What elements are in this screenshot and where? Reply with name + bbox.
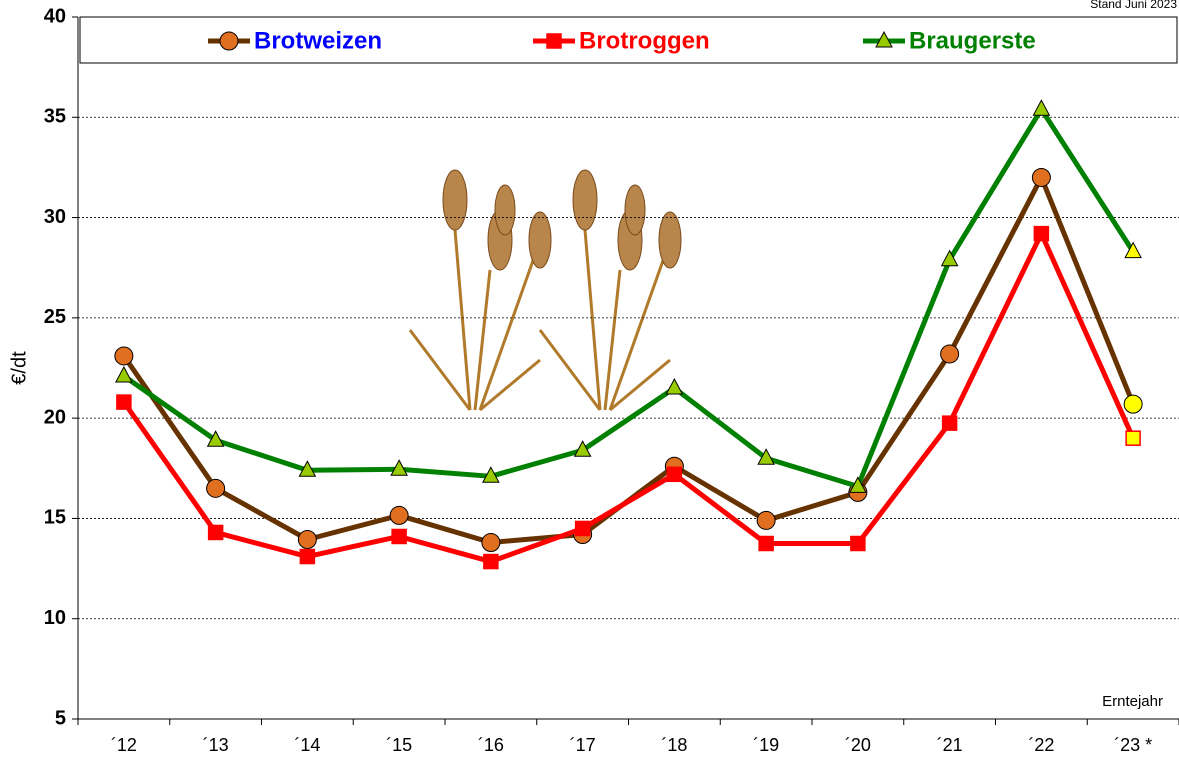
data-point [1032,99,1051,116]
data-point [206,430,225,447]
data-point [482,466,500,483]
data-point [1031,167,1051,187]
x-tick-label: ´22 [1028,735,1054,755]
y-tick-label: 10 [44,607,66,629]
wheat-illustration [408,169,682,412]
y-tick-label: 35 [44,106,66,128]
legend-box [79,16,1178,64]
data-point [1124,241,1142,259]
data-point [297,529,317,549]
legend-label: Brotweizen [254,27,382,54]
y-tick-label: 30 [44,206,66,228]
x-tick-label: ´23 * [1114,735,1152,755]
data-point [940,344,960,364]
legend-marker [219,31,239,51]
y-tick-label: 40 [44,5,66,27]
series-line [122,106,1136,489]
data-point [1123,394,1143,414]
data-point [114,346,134,366]
data-point [758,535,774,552]
y-tick-label: 5 [55,707,66,729]
x-axis-label: Erntejahr [1102,693,1163,710]
data-point [115,365,133,383]
data-point [298,460,317,477]
data-point [850,535,866,552]
x-tick-label: ´15 [386,735,412,755]
data-point [756,510,776,530]
data-point [299,548,316,565]
x-tick-label: ´19 [753,735,779,755]
data-point [666,466,683,483]
data-point [849,476,867,493]
y-tick-label: 20 [44,406,66,428]
x-tick-label: ´12 [111,735,137,755]
data-point [390,459,408,476]
data-point [483,553,499,570]
y-tick-label: 25 [44,306,66,328]
data-point [574,520,591,537]
x-tick-label: ´16 [478,735,504,755]
data-point [481,532,501,552]
x-tick-label: ´14 [294,735,320,755]
y-tick-label: 15 [44,507,66,529]
series-line [121,231,1136,565]
x-tick-label: ´20 [845,735,871,755]
legend-marker [875,30,893,48]
data-point [1033,225,1050,242]
data-point [391,528,407,545]
legend-label: Braugerste [909,27,1036,54]
x-tick-label: ´17 [570,735,596,755]
data-point [757,448,775,465]
data-point [207,524,224,541]
x-tick-label: ´13 [203,735,229,755]
x-tick-label: ´21 [937,735,963,755]
note: Stand Juni 2023 [1090,0,1177,11]
data-point [941,415,958,431]
data-point [116,394,132,410]
data-point [940,249,959,267]
data-point [1125,430,1141,446]
legend-marker [546,33,562,49]
legend-label: Brotroggen [579,27,710,54]
data-point [573,440,592,457]
x-tick-label: ´18 [661,735,687,755]
data-point [665,377,684,395]
y-axis-label: €/dt [8,351,30,385]
data-point [389,505,409,525]
data-point [206,478,226,498]
